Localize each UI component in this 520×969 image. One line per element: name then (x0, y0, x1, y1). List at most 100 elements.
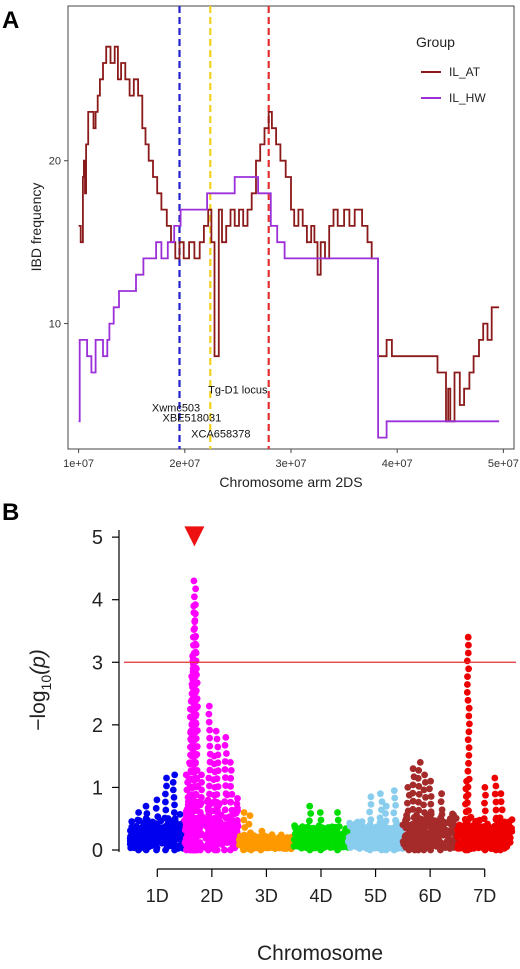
chromosome-points-1d (126, 771, 188, 854)
snp-point (437, 830, 444, 838)
x-tick-label: 4e+07 (382, 458, 413, 470)
snp-point (427, 793, 435, 800)
snp-point (333, 824, 341, 831)
snp-point (436, 838, 444, 846)
snp-point (390, 787, 398, 794)
x-tick-label-7d: 7D (473, 886, 496, 906)
snp-point (324, 824, 332, 831)
snp-point (193, 767, 201, 774)
series-line-il-hw (78, 176, 500, 439)
snp-point (205, 814, 213, 822)
snp-point (153, 846, 160, 854)
snp-point (378, 838, 385, 846)
snp-point (348, 836, 356, 843)
snp-point (198, 779, 206, 786)
annotation-label-1: Xwmc503 (152, 403, 200, 415)
snp-point (142, 824, 150, 832)
snp-point (465, 641, 472, 649)
snp-point (465, 759, 472, 767)
snp-point (169, 839, 177, 846)
snp-point (163, 782, 170, 790)
panel-b-x-ticks: 1D 2D 3D 4D 5D 6D 7D (146, 868, 496, 906)
snp-point (194, 703, 201, 710)
snp-point (223, 750, 230, 757)
snp-point (193, 671, 200, 679)
snp-point (404, 799, 411, 807)
snp-point (420, 831, 428, 839)
snp-point (464, 696, 472, 704)
snp-point (390, 809, 398, 817)
chromosome-points-6d (399, 759, 461, 854)
snp-point (497, 790, 505, 798)
snp-point (193, 679, 201, 687)
snp-point (191, 617, 199, 624)
snp-point (427, 808, 435, 816)
y-tick-label: 3 (92, 652, 103, 674)
snp-point (475, 827, 482, 834)
snp-point (204, 846, 212, 854)
snp-point (472, 817, 479, 825)
snp-point (327, 833, 335, 841)
snp-point (427, 816, 435, 823)
snp-point (240, 816, 248, 824)
x-tick-label-4d: 4D (309, 886, 332, 906)
snp-point (405, 791, 413, 799)
snp-point (463, 657, 471, 665)
snp-point (491, 790, 499, 798)
snp-point (213, 735, 221, 743)
snp-point (420, 786, 428, 794)
snp-point (228, 806, 236, 814)
snp-point (134, 816, 142, 824)
snp-point (464, 846, 472, 854)
snp-point (263, 833, 271, 841)
snp-point (317, 846, 325, 854)
chromosome-points-2d (181, 577, 242, 854)
snp-point (135, 809, 143, 816)
snp-point (420, 801, 427, 809)
snp-point (465, 712, 473, 720)
snp-point (480, 823, 488, 830)
snp-point (414, 846, 422, 854)
snp-point (206, 798, 213, 806)
snp-point (294, 827, 302, 834)
snp-point (192, 657, 200, 665)
snp-point (210, 838, 218, 846)
y-tick-label: 1 (92, 777, 103, 799)
snp-point (405, 831, 413, 838)
snp-point (465, 807, 472, 814)
snp-point (210, 823, 218, 830)
snp-point (240, 839, 248, 846)
snp-point (246, 838, 254, 845)
snp-point (415, 790, 423, 798)
snp-point (206, 830, 214, 838)
snp-point (391, 831, 398, 839)
snp-point (415, 822, 423, 830)
snp-point (377, 790, 384, 798)
snp-point (481, 831, 489, 838)
snp-point (427, 777, 434, 785)
snp-point (210, 791, 218, 799)
snp-point (263, 843, 271, 850)
snp-point (240, 809, 248, 816)
snp-point (480, 815, 488, 823)
snp-point (496, 814, 504, 822)
snp-point (227, 814, 235, 822)
snp-point (420, 839, 427, 846)
snp-point (420, 846, 428, 854)
legend-title: Group (416, 34, 455, 50)
snp-point (197, 809, 204, 816)
snp-point (481, 846, 489, 854)
snp-point (291, 822, 298, 830)
snp-point (211, 784, 219, 791)
snp-point (143, 810, 151, 817)
snp-point (228, 790, 236, 798)
snp-point (376, 814, 384, 822)
snp-point (465, 744, 473, 751)
snp-point (366, 823, 374, 831)
snp-point (403, 815, 411, 823)
snp-point (193, 743, 201, 750)
y-tick-label: 2 (92, 715, 103, 737)
snp-point (382, 817, 390, 825)
snp-point (169, 786, 177, 794)
y-tick-label: 0 (92, 840, 103, 862)
